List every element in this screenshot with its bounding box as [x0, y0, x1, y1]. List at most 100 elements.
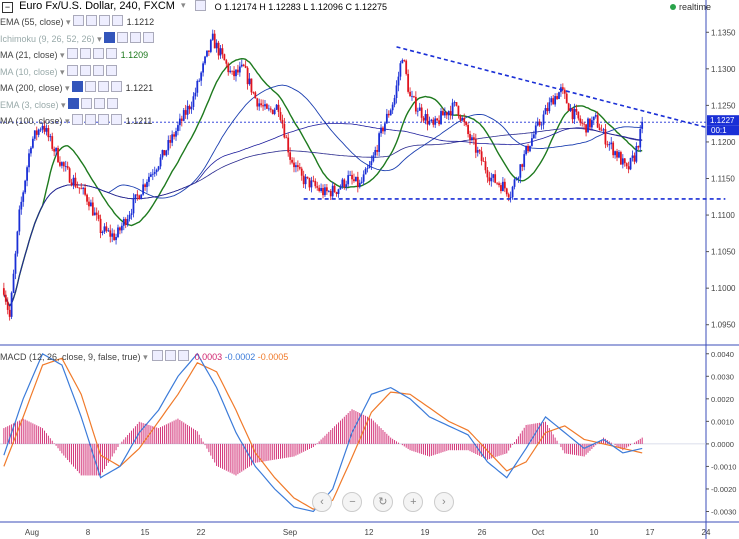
candle-body [202, 63, 204, 73]
lock-icon[interactable] [97, 81, 109, 92]
settings-icon[interactable] [79, 48, 91, 59]
trendline-annotations[interactable] [303, 46, 726, 200]
eye-icon[interactable] [103, 31, 115, 43]
dropdown-icon[interactable]: ▾ [63, 17, 71, 27]
lock-icon[interactable] [129, 31, 141, 43]
candle-body [382, 127, 384, 132]
settings-icon[interactable] [116, 31, 128, 43]
macd-settings-icon[interactable] [165, 350, 177, 361]
eye-icon[interactable] [71, 114, 83, 125]
eye-icon[interactable] [71, 81, 83, 92]
close-icon[interactable] [110, 81, 122, 92]
candle-body [84, 187, 87, 195]
candle-body [457, 105, 460, 116]
indicator-legend-row[interactable]: MA (10, close) ▾ [0, 64, 121, 77]
candle-body [424, 114, 427, 121]
eye-icon[interactable] [66, 48, 78, 59]
symbol-title[interactable]: Euro Fx/U.S. Dollar, 240, FXCM [19, 0, 175, 12]
settings-icon[interactable] [80, 97, 92, 109]
candle-body [74, 177, 77, 187]
settings-icon[interactable] [79, 64, 91, 76]
indicator-name: EMA (55, close) [0, 17, 64, 27]
indicator-legend-row[interactable]: EMA (55, close) ▾ 1.1212 [0, 15, 154, 27]
candle-body [467, 124, 469, 135]
candle-body [10, 292, 13, 317]
macd-name[interactable]: MACD (12, 26, close, 9, false, true) [0, 352, 141, 362]
candle-body [521, 164, 524, 167]
eye-icon[interactable] [66, 64, 78, 76]
close-icon[interactable] [142, 31, 154, 43]
candle-body [556, 96, 558, 99]
candle-body [59, 162, 61, 166]
candle-body [242, 64, 245, 66]
dropdown-icon[interactable]: ▾ [62, 116, 70, 126]
lock-icon[interactable] [97, 114, 109, 125]
close-icon[interactable] [111, 15, 123, 26]
reset-chart-button[interactable]: ↻ [372, 492, 393, 512]
descending-trendline[interactable] [396, 46, 707, 129]
zoom-out-button[interactable]: − [342, 492, 363, 512]
candle-body [291, 159, 293, 163]
indicator-legend-row[interactable]: MA (200, close) ▾ 1.1221 [0, 81, 153, 93]
candle-body [575, 108, 578, 112]
indicator-legend-row[interactable]: Ichimoku (9, 26, 52, 26) ▾ [0, 31, 158, 44]
settings-icon[interactable] [84, 114, 96, 125]
current-price-label: 1.1227 [710, 116, 735, 125]
eye-icon[interactable] [67, 97, 79, 109]
eye-icon[interactable] [72, 15, 84, 26]
candle-body [472, 137, 475, 140]
candle-body [144, 184, 146, 187]
dropdown-icon[interactable]: ▾ [57, 66, 65, 77]
dropdown-icon[interactable]: ▾ [58, 99, 66, 110]
lock-icon[interactable] [93, 97, 105, 109]
dropdown-icon[interactable]: ▾ [94, 33, 102, 44]
candle-body [364, 168, 367, 175]
zoom-in-button[interactable]: + [403, 492, 424, 512]
lock-icon[interactable] [98, 15, 110, 26]
close-icon[interactable] [105, 64, 117, 76]
candle-body [614, 151, 616, 156]
candle-body [625, 163, 628, 167]
candle-body [298, 166, 301, 169]
macd-dropdown-icon[interactable]: ▾ [143, 352, 148, 362]
settings-icon[interactable] [84, 81, 96, 92]
candle-body [37, 129, 40, 135]
close-icon[interactable] [106, 97, 118, 109]
dropdown-icon[interactable]: ▾ [57, 50, 65, 60]
candle-body [14, 253, 17, 274]
candle-body [287, 137, 290, 153]
candle-body [320, 188, 322, 191]
candle-body [88, 201, 90, 207]
candle-body [130, 213, 133, 215]
scroll-right-button[interactable]: › [433, 492, 454, 512]
candle-body [227, 63, 230, 73]
candle-body [465, 122, 468, 125]
indicator-legend-row[interactable]: EMA (3, close) ▾ [0, 97, 122, 110]
candle-body [621, 158, 624, 165]
candle-body [194, 92, 197, 97]
candle-body [600, 130, 603, 131]
dropdown-icon[interactable]: ▾ [62, 83, 70, 93]
candle-body [124, 218, 127, 225]
lock-icon[interactable] [92, 48, 104, 59]
close-icon[interactable] [110, 114, 122, 125]
candle-body [138, 195, 141, 200]
candle-body [569, 108, 572, 111]
settings-icon[interactable] [85, 15, 97, 26]
symbol-dropdown-icon[interactable]: ▾ [181, 0, 186, 10]
scroll-left-button[interactable]: ‹ [312, 492, 332, 512]
close-icon[interactable] [105, 48, 117, 59]
candle-body [492, 174, 495, 178]
indicator-legend-row[interactable]: MA (100, close) ▾ 1.1211 [0, 114, 152, 126]
lock-icon[interactable] [92, 64, 104, 76]
candle-body [68, 168, 71, 183]
candle-body [385, 113, 388, 124]
macd-eye-icon[interactable] [152, 350, 164, 361]
eye-icon[interactable] [194, 0, 206, 11]
indicator-legend-row[interactable]: MA (21, close) ▾ 1.1209 [0, 48, 148, 60]
candle-body [517, 177, 520, 180]
candle-body [293, 162, 295, 168]
macd-close-icon[interactable] [178, 350, 190, 361]
collapse-icon[interactable]: − [2, 2, 13, 13]
